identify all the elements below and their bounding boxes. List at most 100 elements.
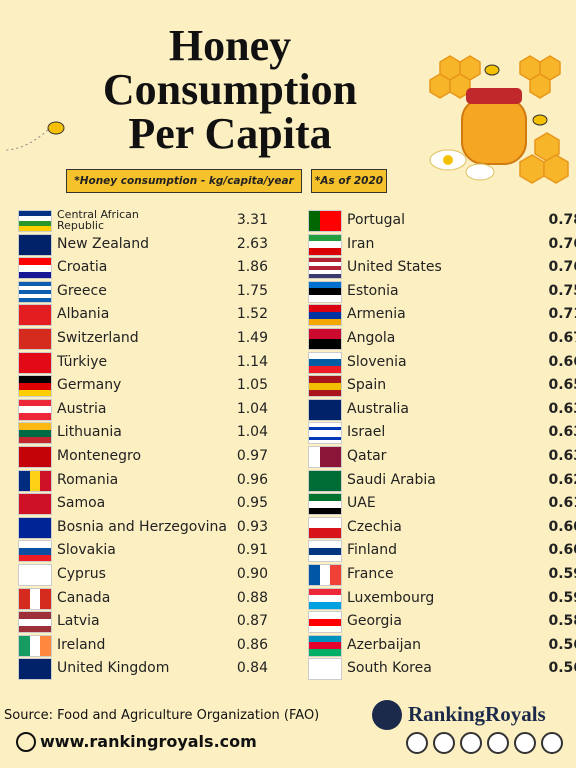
flag bbox=[308, 257, 342, 280]
flag bbox=[18, 375, 52, 398]
country-row: Azerbaijan 0.56 bbox=[308, 633, 576, 657]
flag bbox=[18, 398, 52, 421]
country-name: Switzerland bbox=[57, 330, 139, 346]
consumption-value: 1.14 bbox=[236, 353, 268, 370]
flag bbox=[18, 210, 52, 232]
flag bbox=[18, 634, 52, 657]
consumption-value: 0.91 bbox=[236, 542, 268, 559]
country-row: Samoa 0.95 bbox=[18, 491, 273, 516]
country-row: Ireland 0.86 bbox=[18, 633, 273, 657]
country-name: Israel bbox=[347, 424, 386, 441]
consumption-value: 0.76 bbox=[548, 235, 576, 252]
flag bbox=[308, 328, 342, 350]
flag bbox=[18, 304, 52, 327]
country-row: Germany 1.05 bbox=[18, 373, 273, 398]
flag bbox=[308, 422, 342, 445]
country-row: Montenegro 0.97 bbox=[18, 444, 273, 468]
country-name: Luxembourg bbox=[347, 589, 435, 606]
country-name: Bosnia and Herzegovina bbox=[57, 518, 227, 535]
country-row: Switzerland 1.49 bbox=[18, 326, 273, 350]
consumption-value: 1.04 bbox=[236, 400, 268, 417]
country-name: Estonia bbox=[347, 282, 399, 299]
country-name: UAE bbox=[347, 495, 376, 512]
country-row: New Zealand 2.63 bbox=[18, 232, 273, 256]
country-row: Greece 1.75 bbox=[18, 279, 273, 303]
country-row: Slovenia 0.66 bbox=[308, 350, 576, 374]
country-name: Georgia bbox=[347, 613, 402, 630]
country-row: Türkiye 1.14 bbox=[18, 350, 273, 374]
country-name: Qatar bbox=[347, 448, 387, 464]
country-row: United Kingdom 0.84 bbox=[18, 656, 273, 681]
country-row: Bosnia and Herzegovina 0.93 bbox=[18, 515, 273, 539]
consumption-value: 0.88 bbox=[236, 589, 268, 606]
consumption-value: 1.86 bbox=[236, 259, 268, 276]
consumption-value: 0.60 bbox=[548, 542, 576, 559]
consumption-value: 0.78 bbox=[548, 212, 576, 228]
flag bbox=[308, 446, 342, 468]
country-name: South Korea bbox=[347, 660, 432, 677]
flag bbox=[18, 564, 52, 586]
flag bbox=[18, 493, 52, 516]
title-line: Consumption bbox=[102, 65, 358, 114]
note: *As of 2020 bbox=[311, 169, 387, 193]
country-name: United Kingdom bbox=[57, 660, 170, 677]
consumption-value: 0.97 bbox=[236, 448, 268, 464]
flag bbox=[308, 375, 342, 398]
flag bbox=[308, 351, 342, 374]
flag bbox=[18, 328, 52, 350]
flag bbox=[308, 280, 342, 303]
country-name: United States bbox=[347, 259, 442, 276]
country-name: Albania bbox=[57, 306, 110, 323]
brand: RankingRoyals bbox=[408, 702, 546, 726]
flag bbox=[308, 611, 342, 634]
country-row: Austria 1.04 bbox=[18, 397, 273, 421]
country-row: Georgia 0.58 bbox=[308, 609, 576, 634]
country-name: Latvia bbox=[57, 613, 100, 630]
flag bbox=[18, 233, 52, 256]
country-row: Australia 0.63 bbox=[308, 397, 576, 421]
country-name: Lithuania bbox=[57, 424, 122, 441]
country-row: Portugal 0.78 bbox=[308, 208, 576, 232]
country-name: Finland bbox=[347, 542, 398, 559]
flag bbox=[18, 658, 52, 681]
country-row: Angola 0.67 bbox=[308, 326, 576, 350]
country-name: Türkiye bbox=[57, 353, 108, 370]
flag bbox=[18, 422, 52, 445]
country-name: Cyprus bbox=[57, 566, 106, 582]
consumption-value: 1.05 bbox=[236, 377, 268, 394]
consumption-value: 0.58 bbox=[548, 613, 576, 630]
flag bbox=[308, 658, 342, 681]
flag bbox=[18, 516, 52, 539]
country-row: Central African Republic 3.31 bbox=[18, 208, 273, 232]
flag bbox=[308, 587, 342, 610]
consumption-value: 1.49 bbox=[236, 330, 268, 346]
consumption-value: 0.67 bbox=[548, 330, 576, 346]
country-name: Portugal bbox=[347, 212, 405, 228]
flag bbox=[308, 540, 342, 563]
country-row: Albania 1.52 bbox=[18, 302, 273, 327]
consumption-value: 0.59 bbox=[548, 566, 576, 582]
country-name: Slovenia bbox=[347, 353, 407, 370]
consumption-value: 0.84 bbox=[236, 660, 268, 677]
consumption-value: 0.62 bbox=[548, 471, 576, 488]
country-name: Samoa bbox=[57, 495, 106, 512]
flag bbox=[18, 469, 52, 492]
flag bbox=[308, 304, 342, 327]
country-row: Slovakia 0.91 bbox=[18, 538, 273, 563]
bee bbox=[4, 64, 548, 151]
country-row: Finland 0.60 bbox=[308, 538, 576, 563]
country-name: Slovakia bbox=[57, 542, 116, 559]
flag bbox=[308, 210, 342, 232]
flag bbox=[308, 493, 342, 516]
country-row: Latvia 0.87 bbox=[18, 609, 273, 634]
brand-logo bbox=[372, 700, 402, 730]
consumption-value: 0.71 bbox=[548, 306, 576, 323]
consumption-value: 0.63 bbox=[548, 448, 576, 464]
flag bbox=[308, 516, 342, 539]
country-name: Germany bbox=[57, 377, 122, 394]
consumption-value: 0.96 bbox=[236, 471, 268, 488]
consumption-value: 0.59 bbox=[548, 589, 576, 606]
country-row: Luxembourg 0.59 bbox=[308, 586, 576, 610]
country-row: France 0.59 bbox=[308, 562, 576, 586]
